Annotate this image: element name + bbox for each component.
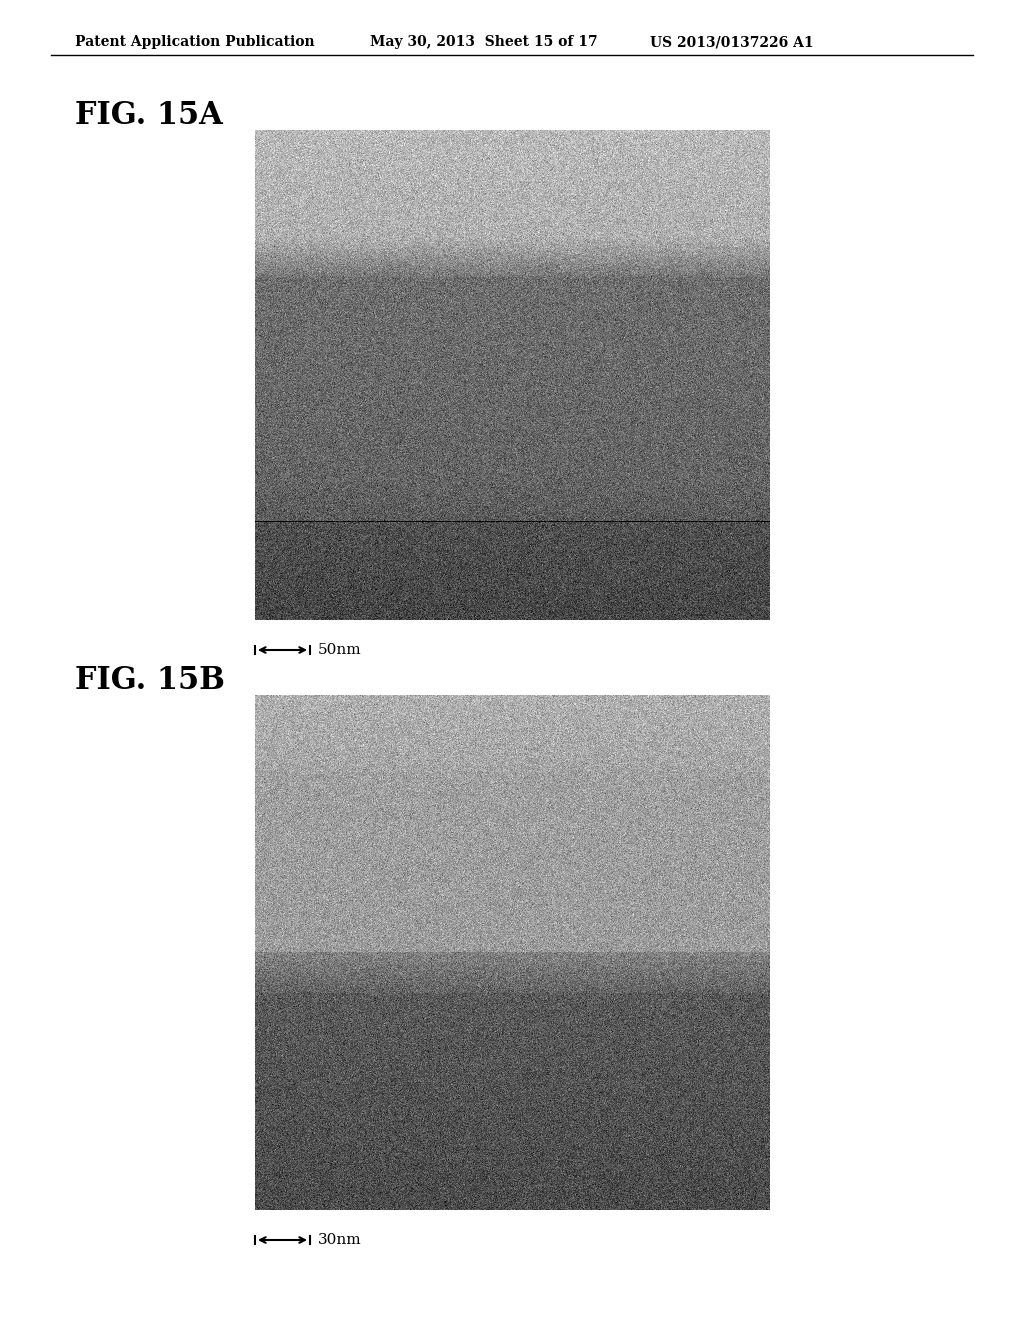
Text: Patent Application Publication: Patent Application Publication: [75, 36, 314, 49]
Text: 30nm: 30nm: [318, 1233, 361, 1247]
Text: 50nm: 50nm: [318, 643, 361, 657]
Text: US 2013/0137226 A1: US 2013/0137226 A1: [650, 36, 814, 49]
Text: FIG. 15B: FIG. 15B: [75, 665, 225, 696]
Text: FIG. 15A: FIG. 15A: [75, 100, 223, 131]
Text: May 30, 2013  Sheet 15 of 17: May 30, 2013 Sheet 15 of 17: [370, 36, 598, 49]
